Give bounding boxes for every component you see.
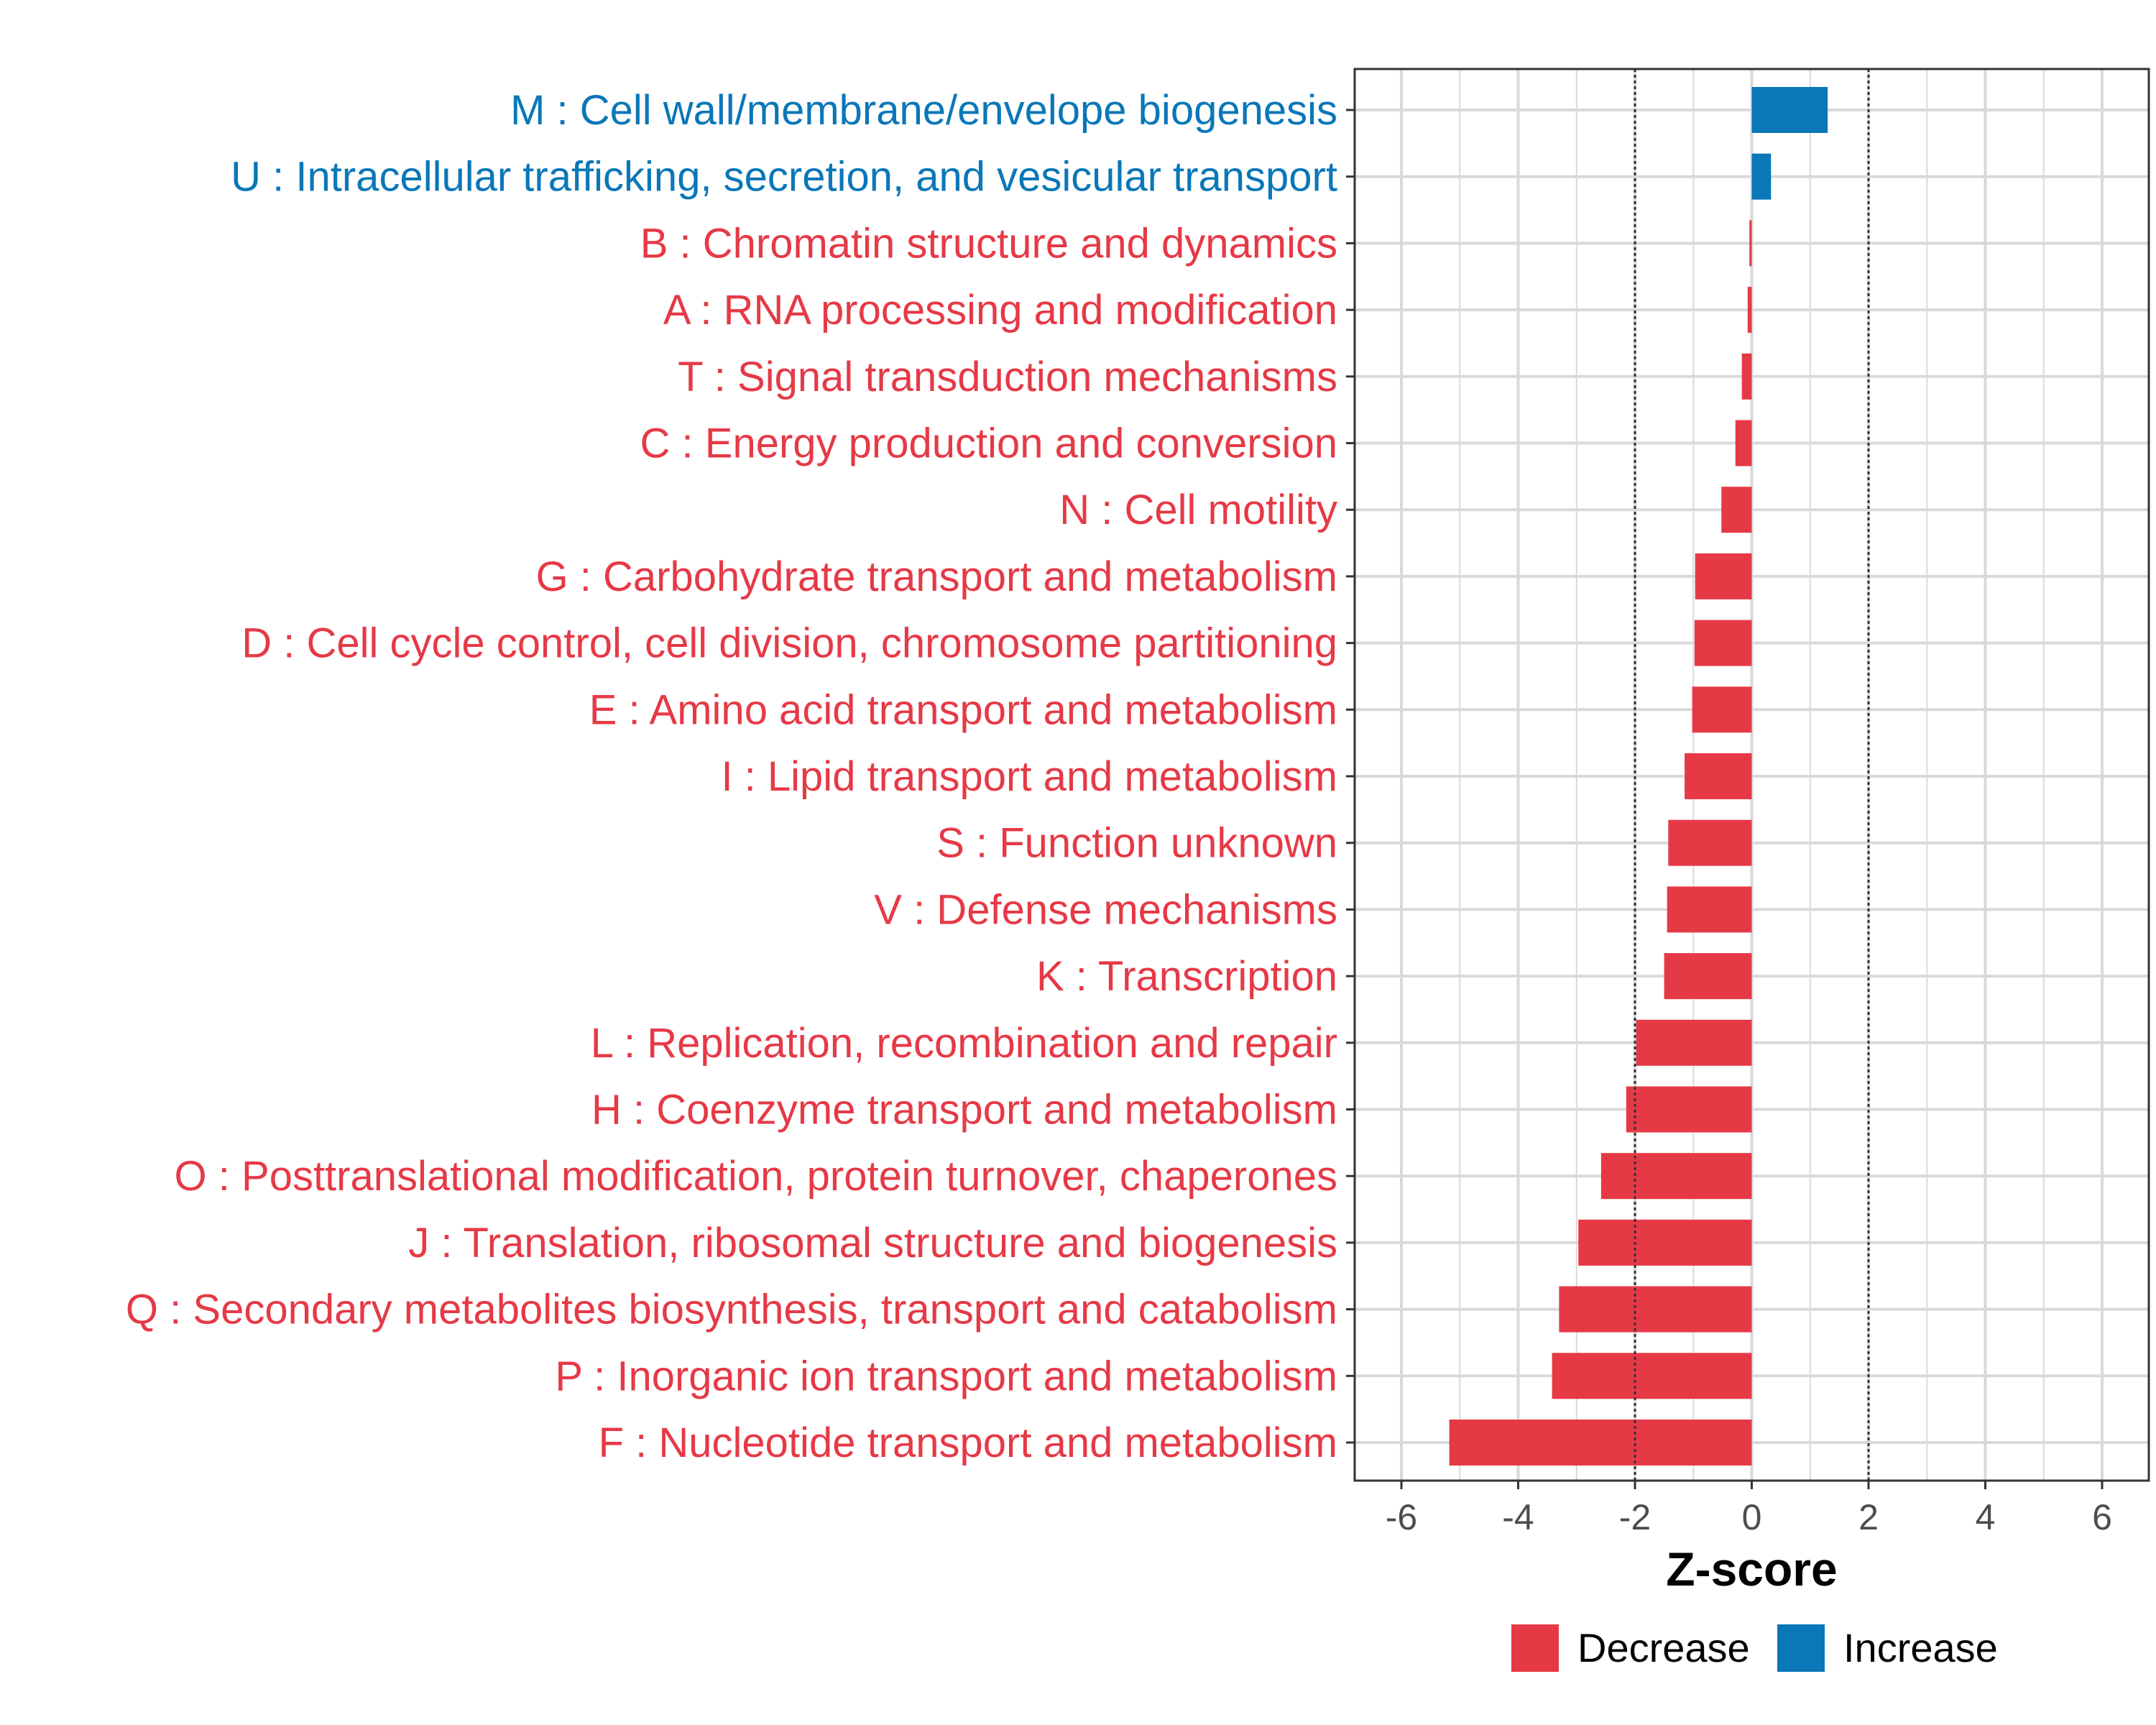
bar	[1552, 1353, 1752, 1399]
bar	[1600, 1153, 1752, 1200]
legend: Decrease Increase	[1511, 1624, 1998, 1672]
bar	[1667, 886, 1752, 933]
bar	[1636, 1019, 1752, 1066]
x-tick-label: 4	[1976, 1497, 1996, 1537]
y-tick-label: I : Lipid transport and metabolism	[721, 753, 1337, 800]
y-tick-label: L : Replication, recombination and repai…	[591, 1020, 1337, 1067]
bar	[1751, 153, 1772, 200]
bar	[1747, 287, 1752, 334]
bars	[1449, 87, 1828, 1466]
y-tick-label: U : Intracellular trafficking, secretion…	[231, 154, 1337, 201]
y-tick-label: P : Inorganic ion transport and metaboli…	[555, 1353, 1337, 1399]
x-tick-label: -2	[1619, 1497, 1651, 1537]
y-tick-label: B : Chromatin structure and dynamics	[640, 220, 1337, 267]
y-tick-label: J : Translation, ribosomal structure and…	[408, 1220, 1337, 1266]
x-tick-label: 6	[2092, 1497, 2112, 1537]
y-axis-ticks	[1346, 109, 1355, 1444]
bar	[1751, 87, 1828, 133]
bar	[1668, 819, 1752, 866]
y-tick-label: Q : Secondary metabolites biosynthesis, …	[126, 1287, 1337, 1333]
bar	[1626, 1086, 1752, 1133]
y-tick-label: T : Signal transduction mechanisms	[678, 354, 1337, 400]
x-axis-title: Z-score	[1666, 1542, 1837, 1596]
x-tick-label: -6	[1386, 1497, 1417, 1537]
bar	[1741, 353, 1752, 400]
legend-key	[1777, 1624, 1825, 1672]
x-axis-ticks: -6 -4 -2 0 2 4 6	[1386, 1481, 2112, 1537]
bar	[1749, 220, 1752, 267]
y-tick-label: M : Cell wall/membrane/envelope biogenes…	[510, 87, 1337, 134]
bar	[1694, 620, 1752, 666]
bar	[1578, 1219, 1752, 1266]
x-tick-label: 0	[1742, 1497, 1762, 1537]
bar	[1664, 953, 1752, 1000]
x-tick-label: -4	[1502, 1497, 1534, 1537]
bar	[1685, 753, 1752, 799]
legend-key	[1511, 1624, 1559, 1672]
y-tick-label: H : Coenzyme transport and metabolism	[591, 1087, 1337, 1133]
y-axis-category-labels: M : Cell wall/membrane/envelope biogenes…	[126, 87, 1337, 1466]
bar	[1449, 1420, 1752, 1466]
y-tick-label: A : RNA processing and modification	[663, 287, 1337, 334]
y-tick-label: E : Amino acid transport and metabolism	[589, 686, 1337, 733]
bar	[1721, 487, 1752, 533]
bar	[1692, 686, 1752, 733]
bar	[1559, 1286, 1752, 1333]
y-tick-label: K : Transcription	[1036, 953, 1337, 1000]
y-tick-label: C : Energy production and conversion	[640, 420, 1337, 467]
y-tick-label: F : Nucleotide transport and metabolism	[599, 1420, 1337, 1466]
y-tick-label: S : Function unknown	[936, 820, 1337, 867]
y-tick-label: N : Cell motility	[1059, 487, 1337, 533]
x-tick-label: 2	[1858, 1497, 1879, 1537]
y-tick-label: D : Cell cycle control, cell division, c…	[241, 620, 1337, 667]
y-tick-label: G : Carbohydrate transport and metabolis…	[536, 553, 1337, 600]
y-tick-label: V : Defense mechanisms	[874, 886, 1337, 933]
legend-label: Increase	[1843, 1625, 1998, 1670]
legend-label: Decrease	[1577, 1625, 1750, 1670]
y-tick-label: O : Posttranslational modification, prot…	[175, 1153, 1337, 1200]
bar	[1695, 553, 1752, 599]
bar	[1735, 420, 1752, 466]
